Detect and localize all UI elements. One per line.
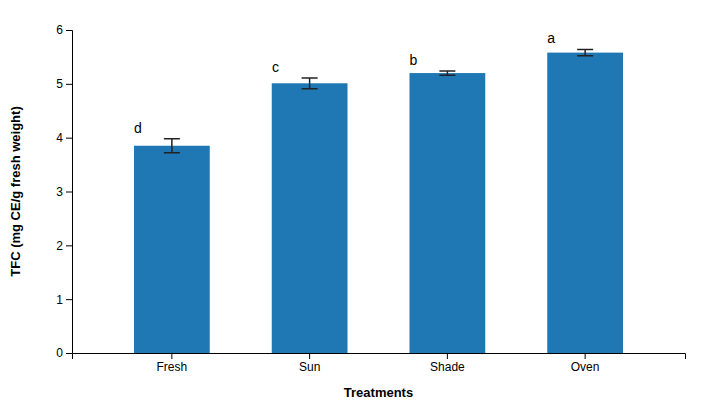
tick-label: 5 [56,77,63,91]
tick-label: Fresh [157,360,188,374]
tick-mark [66,84,72,85]
bar [409,73,485,353]
tick: 5 [56,77,72,91]
tick: 2 [56,239,72,253]
plot: 0 1 2 3 4 5 6 Fresh Sun Shade Oven d c b a [56,23,685,373]
tick-label: Sun [299,360,320,374]
tick-mark [66,192,72,193]
tick-label: 0 [56,346,63,360]
y-axis: 0 1 2 3 4 5 6 [56,23,72,360]
annotation: b [409,52,417,68]
error-bar [439,71,455,75]
tick: Oven [571,353,600,374]
bar [547,53,623,353]
tick-mark [171,353,172,359]
annotation: d [134,120,142,136]
tick-label: 2 [56,239,63,253]
y-axis-title: TFC (mg CE/g fresh weight) [8,106,23,276]
tick-mark [309,353,310,359]
tick-mark [66,353,72,354]
tick-mark [66,299,72,300]
bar [134,146,210,353]
marks [134,49,623,353]
bar [272,83,348,353]
tick-label: 3 [56,185,63,199]
tick-label: Shade [430,360,465,374]
tick: 4 [56,131,72,145]
error-bar [577,49,593,55]
annotation: a [547,30,555,46]
tick-mark [66,30,72,31]
tick-mark [447,353,448,359]
axis-line [73,354,686,360]
x-axis-title: Treatments [344,385,413,400]
tick: Fresh [157,353,188,374]
tick-label: Oven [571,360,600,374]
x-axis: Fresh Sun Shade Oven [73,353,686,374]
tick-mark [585,353,586,359]
error-bar [164,139,180,153]
tick-mark [66,138,72,139]
tick-mark [66,245,72,246]
tick: 6 [56,23,72,37]
tick-label: 1 [56,293,63,307]
tick-label: 6 [56,23,63,37]
axis-line [66,31,73,354]
annotations: d c b a [134,30,555,135]
annotation: c [272,59,279,75]
tick: 0 [56,346,72,360]
error-bar [302,78,318,89]
tick: 1 [56,293,72,307]
chart: 0 1 2 3 4 5 6 Fresh Sun Shade Oven d c b a Treatments TF… [0,0,709,411]
tick: Sun [299,353,320,374]
tick: 3 [56,185,72,199]
tick-label: 4 [56,131,63,145]
tick: Shade [430,353,465,374]
